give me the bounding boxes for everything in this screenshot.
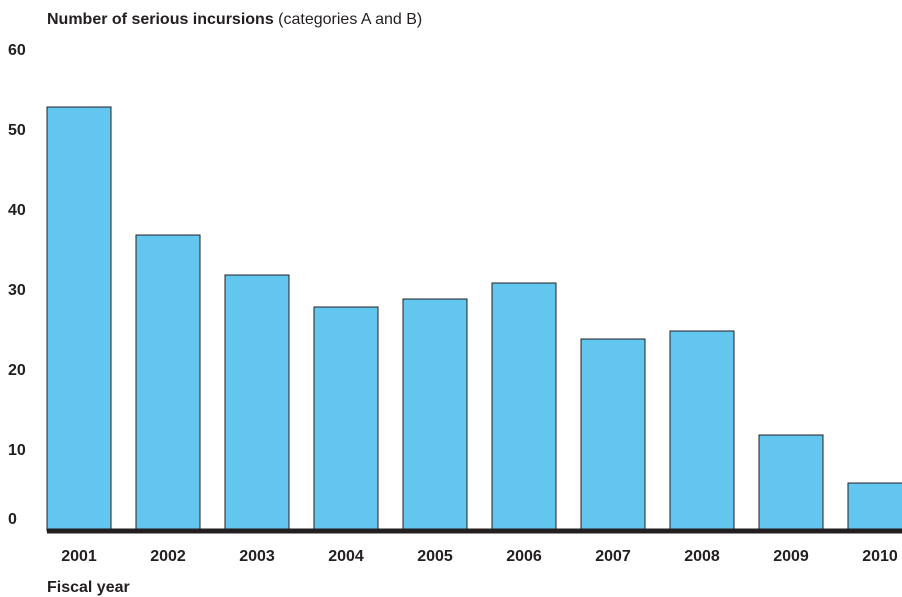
x-tick-label: 2007 [595, 548, 631, 565]
y-tick-label: 20 [8, 362, 26, 379]
bar [580, 338, 646, 532]
bar [313, 306, 379, 532]
bar [135, 234, 201, 532]
chart-subtitle: (categories A and B) [278, 11, 422, 28]
x-tick-label: 2010 [862, 548, 898, 565]
bar [491, 282, 557, 532]
y-tick-label: 50 [8, 122, 26, 139]
bar [669, 330, 735, 532]
x-tick-label: 2003 [239, 548, 275, 565]
x-tick-label: 2005 [417, 548, 453, 565]
bar [402, 298, 468, 532]
y-tick-label: 60 [8, 42, 26, 59]
bar [224, 274, 290, 532]
y-tick-label: 40 [8, 202, 26, 219]
x-tick-label: 2002 [150, 548, 186, 565]
chart-title: Number of serious incursions [47, 11, 274, 28]
x-tick-label: 2008 [684, 548, 720, 565]
bar [847, 482, 902, 532]
x-tick-label: 2009 [773, 548, 809, 565]
y-tick-label: 10 [8, 442, 26, 459]
y-tick-label: 30 [8, 282, 26, 299]
x-tick-label: 2006 [506, 548, 542, 565]
bar [758, 434, 824, 532]
y-tick-label: 0 [8, 511, 17, 528]
bar [46, 106, 112, 532]
chart-heading: Number of serious incursions (categories… [47, 11, 422, 28]
x-tick-label: 2004 [328, 548, 364, 565]
x-axis-label: Fiscal year [47, 579, 130, 596]
x-tick-label: 2001 [61, 548, 97, 565]
